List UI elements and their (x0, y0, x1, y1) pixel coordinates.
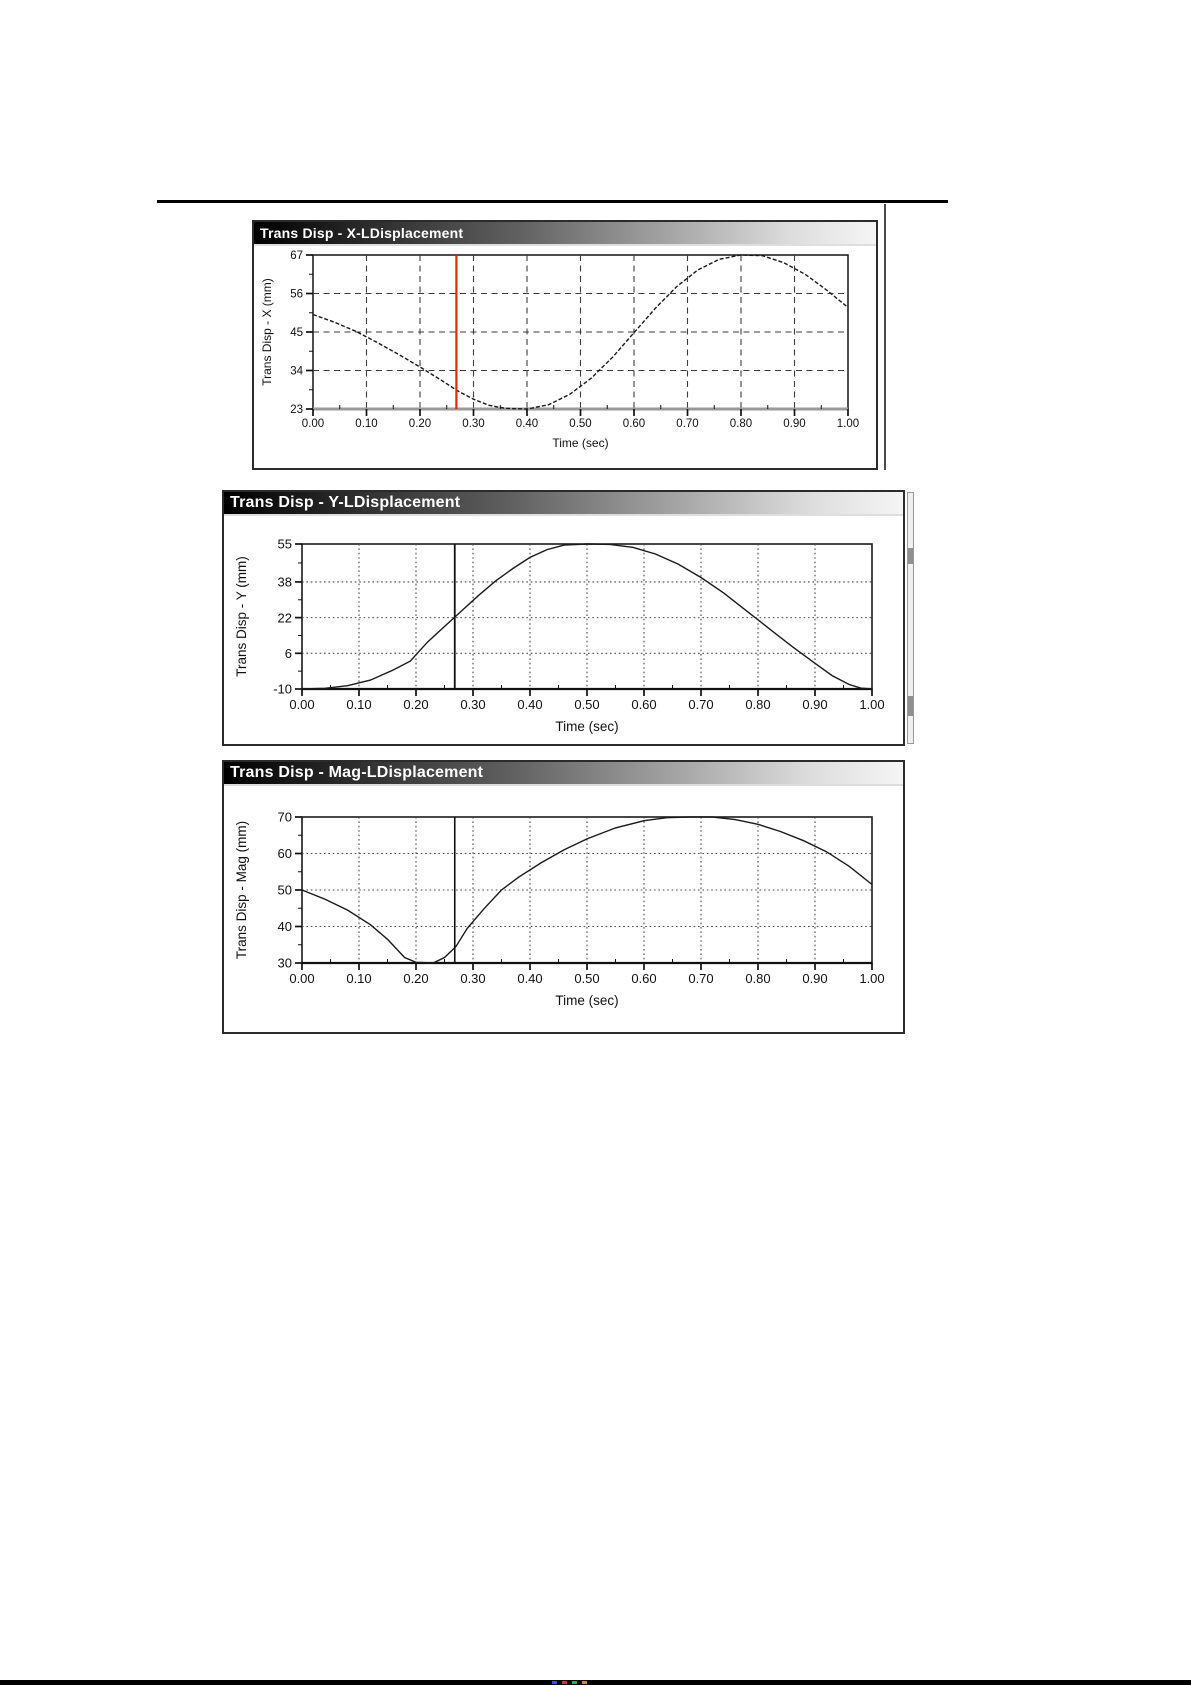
x-tick-label: 0.00 (302, 418, 324, 430)
y-axis-label: Trans Disp - X (mm) (260, 278, 274, 386)
y-tick-label: 6 (285, 646, 292, 661)
window-titlebar[interactable]: Trans Disp - Y-LDisplacement (224, 492, 903, 516)
x-tick-label: 0.20 (409, 418, 431, 430)
y-tick-label: 45 (290, 327, 303, 339)
y-axis-label: Trans Disp - Y (mm) (234, 556, 249, 677)
scroll-rail-handle[interactable] (908, 548, 913, 564)
y-tick-label: 34 (290, 366, 303, 378)
top-horizontal-rule (157, 200, 948, 203)
footer-accent-dot (562, 1681, 567, 1684)
footer-accent-marks (552, 1681, 587, 1684)
x-tick-label: 0.10 (346, 971, 371, 986)
y-tick-label: 30 (278, 956, 292, 971)
window-title: Trans Disp - Mag-LDisplacement (230, 764, 484, 781)
chart-canvas-y[interactable]: 0.00 0.10 0.20 0.30 0.40 0.50 0.60 0.70 0.80 0.90… (224, 516, 903, 744)
footer-accent-dot (572, 1681, 577, 1684)
y-tick-label: 22 (278, 610, 292, 625)
y-tick-label: 70 (278, 810, 292, 825)
x-tick-label: 0.80 (745, 697, 770, 712)
y-tick-label: -10 (273, 682, 292, 697)
x-axis-label: Time (sec) (555, 719, 618, 734)
displacement-curve (301, 543, 873, 690)
plot-box (301, 816, 873, 964)
x-tick-label: 1.00 (859, 697, 884, 712)
x-tick-label: 0.50 (569, 418, 591, 430)
window-title: Trans Disp - Y-LDisplacement (230, 494, 461, 511)
x-tick-label: 0.70 (676, 418, 698, 430)
window-y-scroll-rail[interactable] (907, 492, 914, 744)
y-tick-label: 23 (290, 404, 303, 416)
x-tick-label: 0.40 (517, 971, 542, 986)
window-trans-disp-x: Trans Disp - X-LDisplacement 0.00 0.10 0.2… (252, 220, 878, 470)
y-tick-label: 67 (290, 250, 303, 262)
x-axis-label: Time (sec) (552, 436, 608, 450)
x-tick-label: 0.60 (631, 697, 656, 712)
y-tick-label: 50 (278, 883, 292, 898)
x-tick-label: 0.30 (460, 697, 485, 712)
footer-accent-dot (552, 1681, 557, 1684)
x-tick-label: 0.70 (688, 697, 713, 712)
x-tick-label: 1.00 (837, 418, 859, 430)
x-tick-label: 0.60 (623, 418, 645, 430)
x-tick-label: 0.40 (517, 697, 542, 712)
window-titlebar[interactable]: Trans Disp - Mag-LDisplacement (224, 762, 903, 786)
x-tick-label: 0.20 (403, 971, 428, 986)
y-tick-label: 55 (278, 537, 292, 552)
y-tick-label: 40 (278, 919, 292, 934)
window-trans-disp-y: Trans Disp - Y-LDisplacement 0.00 0.10 0.2… (222, 490, 905, 746)
scroll-rail-handle[interactable] (908, 696, 913, 716)
x-tick-label: 0.30 (460, 971, 485, 986)
x-tick-label: 0.10 (355, 418, 377, 430)
plot-box (301, 543, 873, 690)
y-tick-label: 56 (290, 289, 303, 301)
displacement-curve (312, 254, 849, 410)
x-tick-label: 0.90 (802, 697, 827, 712)
chart-canvas-mag[interactable]: 0.00 0.10 0.20 0.30 0.40 0.50 0.60 0.70 0.80 0.90… (224, 786, 903, 1032)
window-titlebar[interactable]: Trans Disp - X-LDisplacement (254, 222, 876, 246)
x-tick-label: 0.00 (289, 697, 314, 712)
y-tick-label: 60 (278, 846, 292, 861)
window-title: Trans Disp - X-LDisplacement (260, 225, 464, 241)
x-tick-label: 0.40 (516, 418, 538, 430)
x-tick-label: 0.30 (462, 418, 484, 430)
x-tick-label: 0.50 (574, 697, 599, 712)
x-axis-label: Time (sec) (555, 993, 618, 1008)
window-x-side-border (884, 204, 886, 470)
y-tick-label: 38 (278, 575, 292, 590)
x-tick-label: 0.20 (403, 697, 428, 712)
x-tick-label: 0.70 (688, 971, 713, 986)
chart-canvas-x[interactable]: 0.00 0.10 0.20 0.30 0.40 0.50 0.60 0.70 0.80 0.90… (254, 246, 876, 468)
x-tick-label: 0.50 (574, 971, 599, 986)
x-tick-label: 1.00 (859, 971, 884, 986)
x-tick-label: 0.10 (346, 697, 371, 712)
x-tick-label: 0.90 (802, 971, 827, 986)
x-tick-label: 0.80 (730, 418, 752, 430)
y-axis-label: Trans Disp - Mag (mm) (234, 821, 249, 959)
x-tick-label: 0.90 (783, 418, 805, 430)
bottom-page-rule (0, 1680, 1191, 1685)
displacement-curve (301, 816, 873, 964)
x-tick-label: 0.60 (631, 971, 656, 986)
window-trans-disp-mag: Trans Disp - Mag-LDisplacement 0.00 0.10 0… (222, 760, 905, 1034)
footer-accent-dot (582, 1681, 587, 1684)
x-tick-label: 0.00 (289, 971, 314, 986)
x-tick-label: 0.80 (745, 971, 770, 986)
